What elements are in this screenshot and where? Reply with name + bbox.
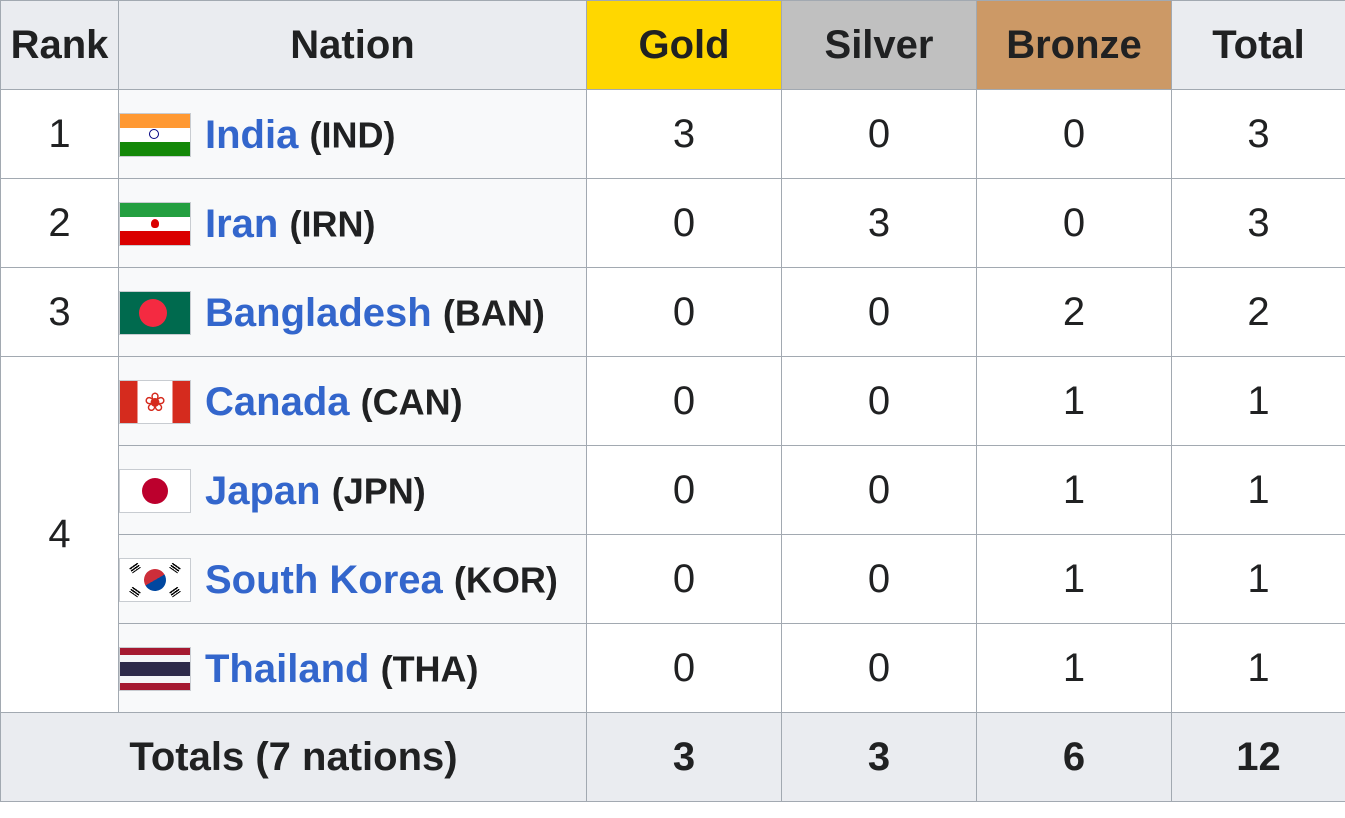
gold-cell: 3 — [586, 89, 782, 179]
japan-flag-icon — [119, 468, 191, 513]
header-rank[interactable]: Rank — [0, 0, 119, 90]
nation-cell: Bangladesh (BAN) — [118, 267, 587, 357]
country-link-thailand[interactable]: Thailand — [205, 646, 370, 691]
total-cell: 3 — [1171, 178, 1345, 268]
totals-total: 12 — [1171, 712, 1345, 802]
silver-cell: 0 — [781, 89, 977, 179]
country-code: (KOR) — [453, 558, 558, 600]
table-row: 4 ❀ Canada (CAN) 0 0 1 1 — [0, 356, 1345, 713]
bangladesh-flag-icon — [119, 290, 191, 335]
totals-bronze: 6 — [976, 712, 1172, 802]
silver-cell: 0 — [781, 623, 977, 713]
country-link-south-korea[interactable]: South Korea — [205, 557, 443, 602]
gold-cell: 0 — [586, 356, 782, 446]
header-row: Rank Nation Gold Silver Bronze Total — [0, 0, 1345, 90]
bronze-cell: 1 — [976, 445, 1172, 535]
total-cell: 1 — [1171, 534, 1345, 624]
header-gold[interactable]: Gold — [586, 0, 782, 90]
header-nation[interactable]: Nation — [118, 0, 587, 90]
total-cell: 1 — [1171, 445, 1345, 535]
rank-cell: 4 — [0, 356, 119, 713]
table-row: Thailand (THA) 0 0 1 1 — [1, 623, 1345, 713]
gold-cell: 0 — [586, 534, 782, 624]
table-row: 1 India (IND) 3 0 0 3 — [0, 89, 1345, 179]
rank-cell: 2 — [0, 178, 119, 268]
totals-row: Totals (7 nations) 3 3 6 12 — [0, 712, 1345, 802]
total-cell: 3 — [1171, 89, 1345, 179]
country-code: (THA) — [380, 647, 479, 689]
bronze-cell: 1 — [976, 356, 1172, 446]
totals-label: Totals (7 nations) — [0, 712, 587, 802]
nation-cell: ❀ Canada (CAN) — [118, 356, 587, 446]
bronze-cell: 2 — [976, 267, 1172, 357]
totals-silver: 3 — [781, 712, 977, 802]
nation-cell: South Korea (KOR) — [118, 534, 587, 624]
country-code: (IND) — [309, 113, 396, 155]
rank-cell: 1 — [0, 89, 119, 179]
nation-cell: Japan (JPN) — [118, 445, 587, 535]
silver-cell: 3 — [781, 178, 977, 268]
country-link-japan[interactable]: Japan — [205, 468, 321, 513]
header-bronze[interactable]: Bronze — [976, 0, 1172, 90]
country-link-bangladesh[interactable]: Bangladesh — [205, 290, 432, 335]
south-korea-flag-icon — [119, 557, 191, 602]
total-cell: 1 — [1171, 356, 1345, 446]
rank-cell: 3 — [0, 267, 119, 357]
bronze-cell: 1 — [976, 623, 1172, 713]
nation-cell: Iran (IRN) — [118, 178, 587, 268]
canada-flag-icon: ❀ — [119, 379, 191, 424]
table-row: Japan (JPN) 0 0 1 1 — [1, 445, 1345, 535]
country-code: (JPN) — [331, 469, 426, 511]
table-row: 2 Iran (IRN) 0 3 0 3 — [0, 178, 1345, 268]
thailand-flag-icon — [119, 646, 191, 691]
total-cell: 1 — [1171, 623, 1345, 713]
gold-cell: 0 — [586, 623, 782, 713]
header-silver[interactable]: Silver — [781, 0, 977, 90]
nation-cell: Thailand (THA) — [118, 623, 587, 713]
nation-cell: India (IND) — [118, 89, 587, 179]
bronze-cell: 0 — [976, 178, 1172, 268]
gold-cell: 0 — [586, 178, 782, 268]
totals-gold: 3 — [586, 712, 782, 802]
silver-cell: 0 — [781, 534, 977, 624]
total-cell: 2 — [1171, 267, 1345, 357]
silver-cell: 0 — [781, 356, 977, 446]
country-link-india[interactable]: India — [205, 112, 299, 157]
gold-cell: 0 — [586, 445, 782, 535]
silver-cell: 0 — [781, 267, 977, 357]
header-total[interactable]: Total — [1171, 0, 1345, 90]
india-flag-icon — [119, 112, 191, 157]
gold-cell: 0 — [586, 267, 782, 357]
country-link-iran[interactable]: Iran — [205, 201, 279, 246]
country-code: (CAN) — [360, 380, 463, 422]
table-row: South Korea (KOR) 0 0 1 1 — [1, 534, 1345, 624]
iran-flag-icon — [119, 201, 191, 246]
country-link-canada[interactable]: Canada — [205, 379, 350, 424]
silver-cell: 0 — [781, 445, 977, 535]
country-code: (BAN) — [442, 291, 545, 333]
table-row: 3 Bangladesh (BAN) 0 0 2 2 — [0, 267, 1345, 357]
country-code: (IRN) — [289, 202, 376, 244]
bronze-cell: 1 — [976, 534, 1172, 624]
bronze-cell: 0 — [976, 89, 1172, 179]
